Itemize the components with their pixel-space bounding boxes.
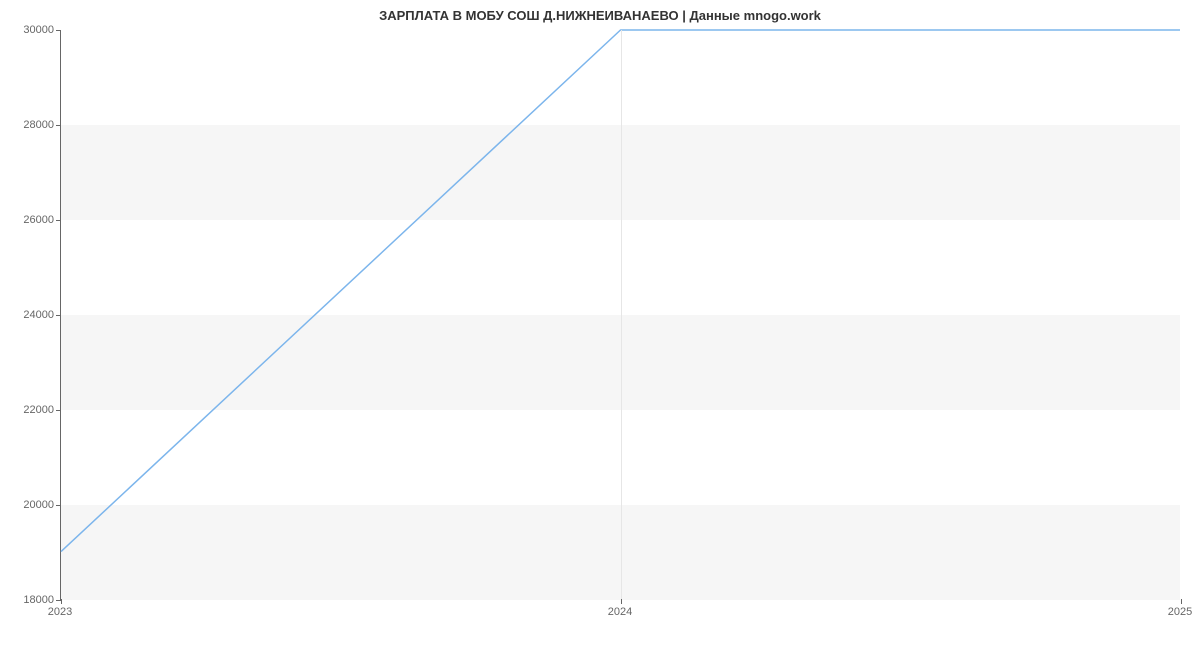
x-tick-label: 2025 <box>1168 606 1192 618</box>
y-tick-label: 18000 <box>23 594 54 606</box>
y-tick-mark <box>56 125 61 126</box>
y-tick-mark <box>56 410 61 411</box>
y-tick-label: 20000 <box>23 499 54 511</box>
chart-title: ЗАРПЛАТА В МОБУ СОШ Д.НИЖНЕИВАНАЕВО | Да… <box>0 8 1200 23</box>
y-tick-label: 24000 <box>23 309 54 321</box>
x-tick-label: 2023 <box>48 606 72 618</box>
plot-area <box>60 30 1180 600</box>
salary-chart: ЗАРПЛАТА В МОБУ СОШ Д.НИЖНЕИВАНАЕВО | Да… <box>0 0 1200 650</box>
x-tick-mark <box>1181 599 1182 604</box>
y-tick-mark <box>56 30 61 31</box>
y-tick-mark <box>56 315 61 316</box>
y-tick-label: 28000 <box>23 119 54 131</box>
y-tick-label: 22000 <box>23 404 54 416</box>
x-tick-mark <box>621 599 622 604</box>
x-tick-mark <box>61 599 62 604</box>
y-tick-label: 30000 <box>23 24 54 36</box>
x-tick-label: 2024 <box>608 606 632 618</box>
x-gridline <box>621 30 622 599</box>
y-tick-mark <box>56 220 61 221</box>
y-tick-mark <box>56 505 61 506</box>
y-tick-label: 26000 <box>23 214 54 226</box>
